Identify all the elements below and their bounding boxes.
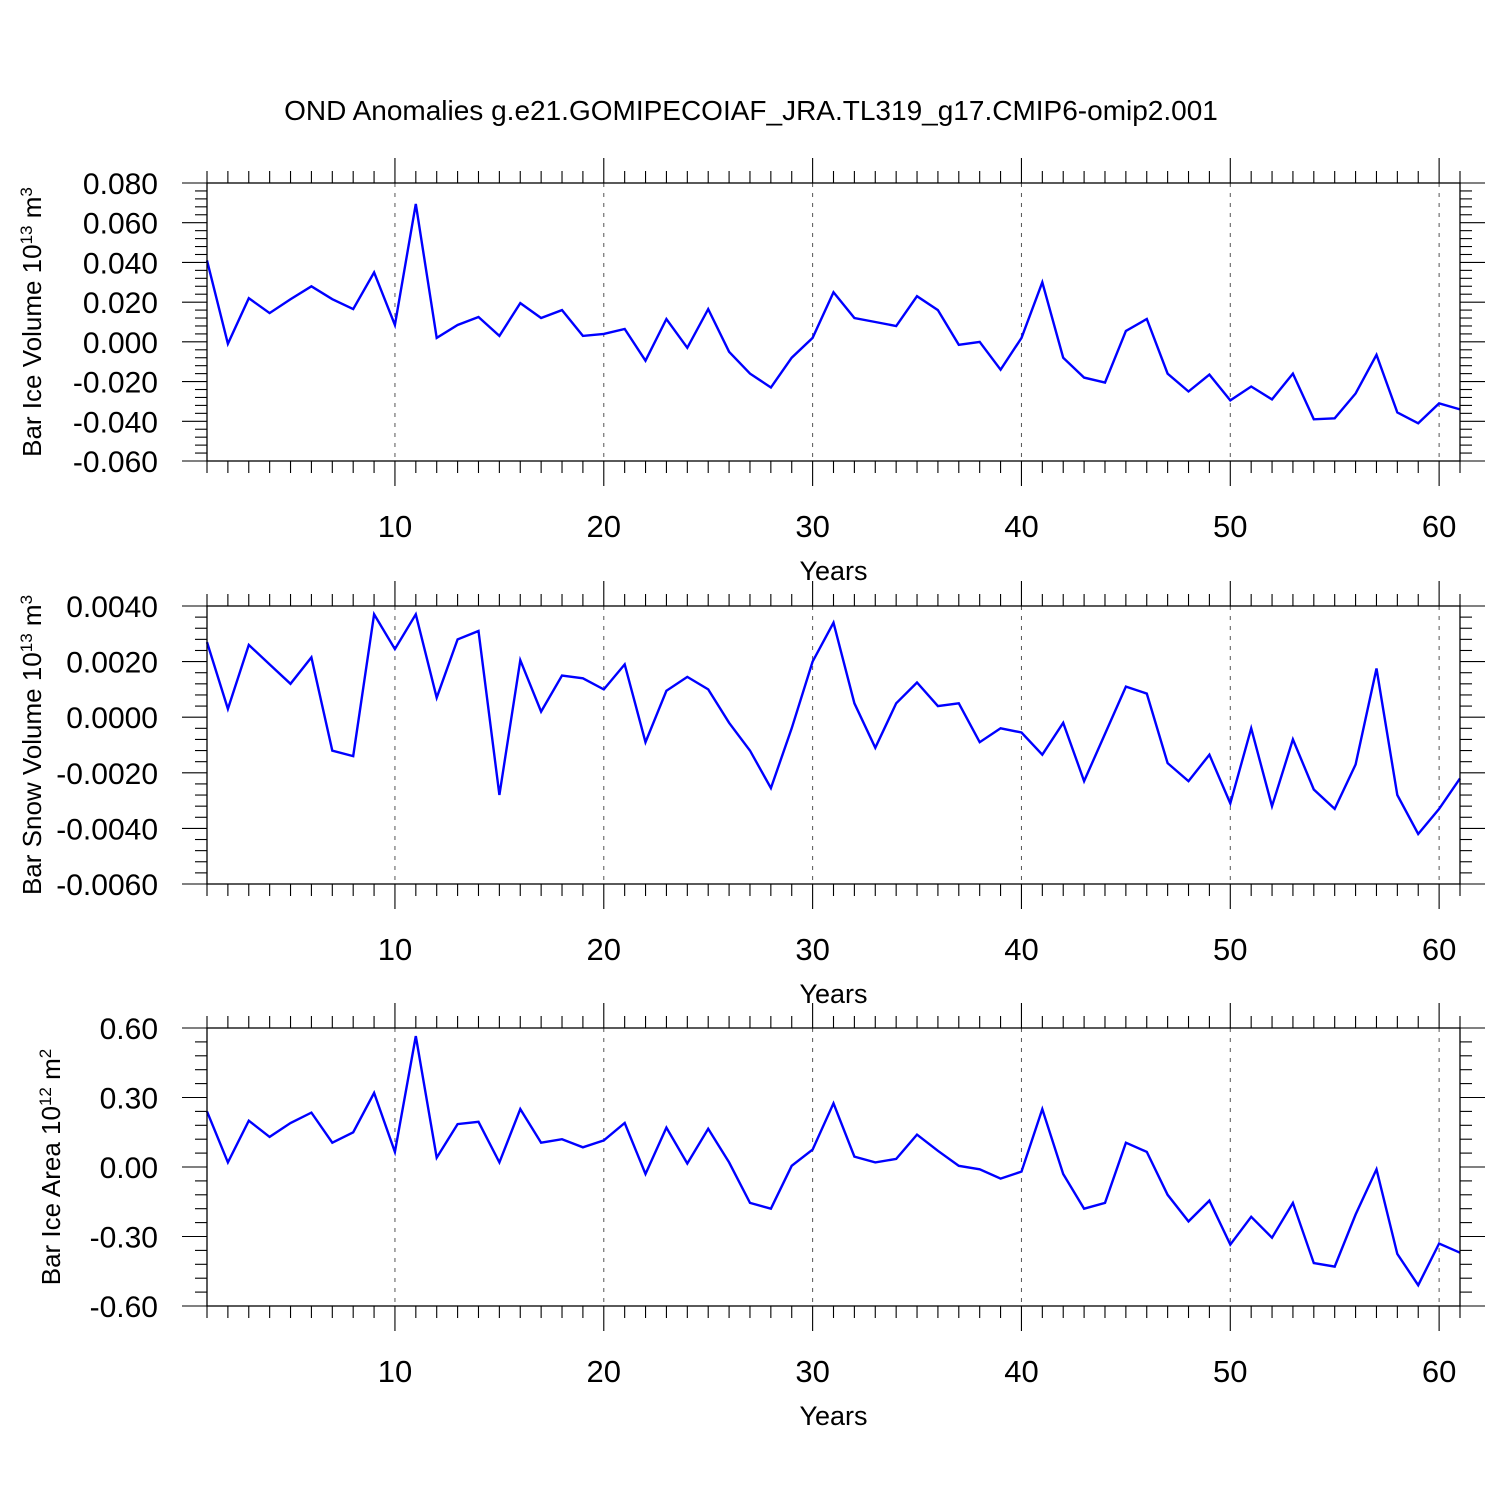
x-tick-label: 40 xyxy=(1004,1354,1038,1389)
x-axis-label: Years xyxy=(799,979,867,1009)
y-tick-label: -0.060 xyxy=(73,446,158,479)
x-tick-label: 50 xyxy=(1213,1354,1247,1389)
y-tick-label: -0.0060 xyxy=(56,869,158,902)
y-axis-label-text: Bar Snow Volume 10 xyxy=(17,652,47,895)
y-tick-label: 0.30 xyxy=(100,1083,158,1116)
y-tick-label: 0.00 xyxy=(100,1152,158,1185)
plot-frame xyxy=(206,182,1461,462)
y-tick-label: 0.000 xyxy=(83,327,158,360)
y-tick-label: 0.60 xyxy=(100,1013,158,1046)
y-axis-label-exponent: 13 xyxy=(17,633,36,652)
y-axis-label-exponent: 13 xyxy=(17,225,36,244)
plot-frame xyxy=(206,1027,1461,1307)
y-tick-label: 0.0040 xyxy=(66,591,158,624)
y-tick-label: -0.020 xyxy=(73,367,158,400)
x-axis-label: Years xyxy=(799,556,867,586)
x-tick-label: 60 xyxy=(1422,509,1456,544)
y-axis-label-unit-exponent: 3 xyxy=(17,187,36,196)
y-axis-label-exponent: 12 xyxy=(36,1087,55,1106)
chart-title: OND Anomalies g.e21.GOMIPECOIAF_JRA.TL31… xyxy=(284,95,1218,126)
x-tick-label: 50 xyxy=(1213,932,1247,967)
y-tick-label: 0.060 xyxy=(83,208,158,241)
y-tick-label: 0.040 xyxy=(83,247,158,280)
x-tick-label: 10 xyxy=(378,932,412,967)
y-axis-label: Bar Snow Volume 1013 m3 xyxy=(17,595,48,895)
panel-3: -0.60 -0.30 0.00 0.30 0.60 10 20 30 40 50 60 Years B… xyxy=(36,1003,1485,1431)
y-tick-label: -0.0020 xyxy=(56,758,158,791)
x-tick-label: 20 xyxy=(587,1354,621,1389)
x-tick-label: 60 xyxy=(1422,1354,1456,1389)
panel-2: -0.0060 -0.0040 -0.0020 0.0000 0.0020 0.0040 1… xyxy=(17,581,1485,1009)
y-axis-label-unit-exponent: 2 xyxy=(36,1049,55,1058)
x-tick-label: 10 xyxy=(378,1354,412,1389)
x-tick-label: 50 xyxy=(1213,509,1247,544)
y-tick-label: -0.60 xyxy=(90,1291,158,1324)
x-tick-label: 30 xyxy=(795,932,829,967)
y-axis-label: Bar Ice Area 1012 m2 xyxy=(36,1049,67,1286)
x-tick-label: 40 xyxy=(1004,509,1038,544)
x-tick-label: 10 xyxy=(378,509,412,544)
x-tick-label: 20 xyxy=(587,509,621,544)
y-tick-label: -0.040 xyxy=(73,406,158,439)
series-line xyxy=(205,203,1461,425)
y-axis-label-unit: m xyxy=(17,604,47,633)
x-tick-label: 40 xyxy=(1004,932,1038,967)
x-tick-label: 60 xyxy=(1422,932,1456,967)
y-axis-label-unit: m xyxy=(36,1058,66,1087)
series-line xyxy=(205,610,1461,837)
x-axis-label: Years xyxy=(799,1401,867,1431)
x-tick-label: 30 xyxy=(795,1354,829,1389)
y-tick-label: 0.020 xyxy=(83,287,158,320)
panel-1: -0.060 -0.040 -0.020 0.000 0.020 0.040 0.060 0.… xyxy=(17,158,1485,586)
y-axis-label: Bar Ice Volume 1013 m3 xyxy=(17,187,48,457)
y-tick-label: -0.30 xyxy=(90,1222,158,1255)
series-line xyxy=(205,1035,1461,1288)
y-tick-label: -0.0040 xyxy=(56,813,158,846)
y-tick-label: 0.080 xyxy=(83,168,158,201)
y-axis-label-unit: m xyxy=(17,197,47,226)
y-axis-label-text: Bar Ice Volume 10 xyxy=(17,244,47,456)
x-tick-label: 20 xyxy=(587,932,621,967)
y-axis-label-text: Bar Ice Area 10 xyxy=(36,1106,66,1285)
x-tick-label: 30 xyxy=(795,509,829,544)
y-tick-label: 0.0000 xyxy=(66,702,158,735)
y-axis-label-unit-exponent: 3 xyxy=(17,595,36,604)
y-tick-label: 0.0020 xyxy=(66,647,158,680)
plot-frame xyxy=(206,605,1461,885)
